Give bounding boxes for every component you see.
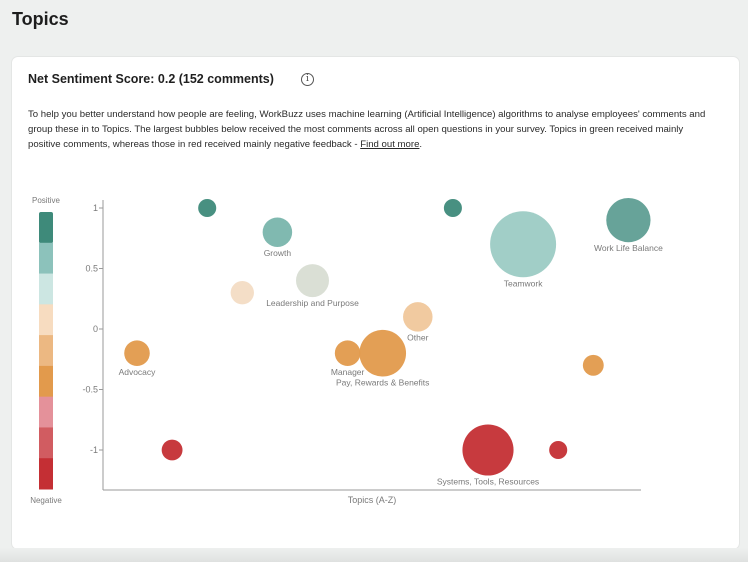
- legend-positive-label: Positive: [32, 196, 61, 205]
- find-out-more-link[interactable]: Find out more: [360, 139, 420, 150]
- net-sentiment-heading: Net Sentiment Score: 0.2 (152 comments): [28, 72, 274, 86]
- topic-label: Pay, Rewards & Benefits: [336, 378, 429, 388]
- topic-bubble[interactable]: [403, 302, 433, 332]
- topic-bubble[interactable]: [230, 281, 254, 305]
- topic-bubble[interactable]: [443, 198, 462, 218]
- topic-bubble[interactable]: [124, 340, 150, 366]
- y-tick-label: 0.5: [85, 264, 98, 274]
- page-title: Topics: [12, 9, 69, 29]
- topic-bubble[interactable]: [262, 217, 293, 247]
- topic-label: Teamwork: [504, 278, 543, 288]
- topic-bubble[interactable]: [198, 198, 217, 218]
- topic-label: Work Life Balance: [594, 243, 663, 253]
- topic-label: Advocacy: [119, 367, 157, 377]
- topic-label: Leadership and Purpose: [266, 298, 359, 308]
- legend-swatch-4: [39, 304, 53, 336]
- topic-label: Systems, Tools, Resources: [437, 477, 539, 487]
- y-tick-label: 0: [93, 324, 98, 334]
- topic-bubble[interactable]: [296, 264, 329, 298]
- description-text: To help you better understand how people…: [28, 107, 718, 152]
- description-period: .: [419, 139, 423, 150]
- sentiment-card: Net Sentiment Score: 0.2 (152 comments) …: [12, 57, 739, 549]
- topic-bubble[interactable]: [462, 424, 514, 476]
- info-icon[interactable]: i: [301, 73, 314, 86]
- sentiment-legend-bar: [39, 212, 53, 490]
- legend-swatch-7: [39, 396, 53, 428]
- legend-swatch-1: [39, 212, 53, 244]
- topic-label: Growth: [264, 248, 292, 258]
- legend-swatch-2: [39, 242, 53, 275]
- y-tick-label: -0.5: [82, 385, 98, 395]
- legend-swatch-6: [39, 365, 53, 398]
- topic-bubble[interactable]: [582, 354, 604, 376]
- legend-swatch-3: [39, 273, 53, 305]
- bubble-labels: Advocacy Growth Leadership and Purpose Mana…: [119, 243, 664, 486]
- legend-swatch-9: [39, 458, 53, 490]
- legend-swatch-8: [39, 427, 53, 459]
- x-axis-label: Topics (A-Z): [348, 495, 397, 505]
- topic-bubble[interactable]: [161, 439, 183, 461]
- topic-bubble[interactable]: [334, 340, 361, 366]
- page-bottom-edge: [0, 548, 748, 562]
- description-body: To help you better understand how people…: [28, 109, 706, 150]
- y-tick-label: -1: [90, 445, 98, 455]
- legend-negative-label: Negative: [30, 496, 62, 505]
- y-ticks: 1 0.5 0 -0.5 -1: [82, 203, 103, 455]
- topic-label: Other: [407, 333, 428, 343]
- topic-bubble[interactable]: [359, 329, 407, 377]
- legend-swatch-5: [39, 335, 53, 367]
- topic-bubble[interactable]: [490, 211, 557, 278]
- topic-bubble[interactable]: [606, 197, 651, 243]
- y-tick-label: 1: [93, 203, 98, 213]
- topic-label: Manager: [331, 367, 365, 377]
- bubbles: [124, 197, 651, 476]
- topic-bubble[interactable]: [549, 440, 568, 460]
